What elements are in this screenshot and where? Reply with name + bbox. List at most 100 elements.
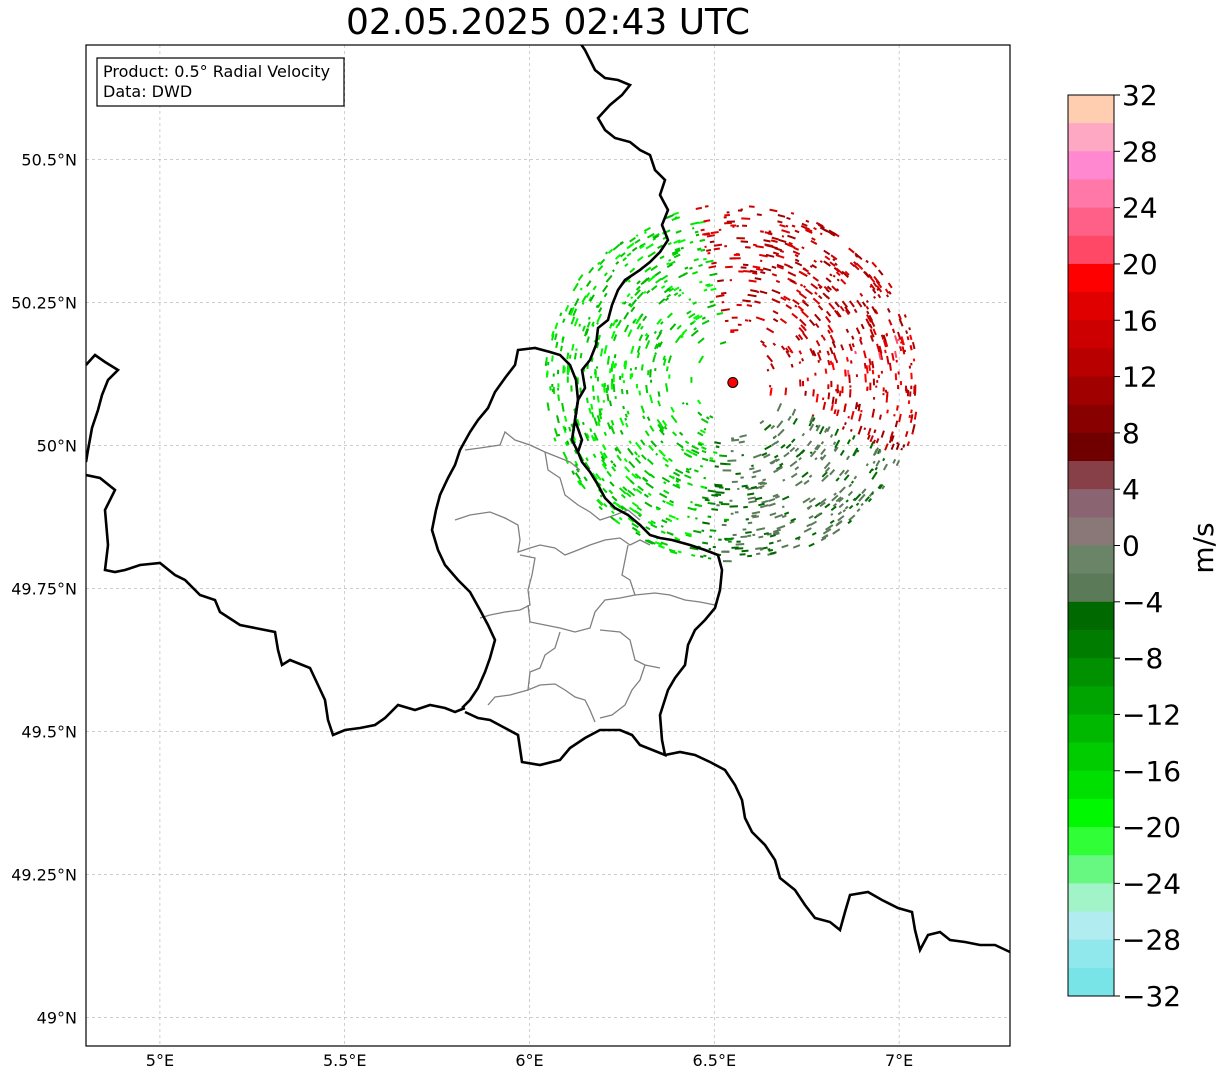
radar-echo (697, 442, 703, 447)
radar-echo (601, 463, 608, 470)
radar-echo (705, 259, 714, 264)
radar-echo (573, 449, 578, 455)
radar-echo (622, 405, 625, 410)
radar-echo (589, 294, 595, 303)
radar-echo (804, 288, 813, 296)
radar-echo (904, 430, 909, 438)
radar-echo (707, 557, 712, 560)
radar-echo (840, 278, 847, 285)
radar-echo (584, 432, 590, 442)
radar-echo (635, 234, 639, 237)
radar-echo (596, 415, 601, 423)
radar-echo (691, 448, 700, 455)
radar-echo (817, 359, 821, 363)
radar-echo (821, 474, 829, 483)
radar-echo (588, 266, 595, 274)
radar-echo (606, 470, 612, 478)
radar-echo (786, 216, 791, 220)
radar-echo (776, 265, 784, 270)
radar-echo (884, 349, 887, 354)
radar-echo (581, 302, 585, 305)
radar-echo (801, 432, 805, 437)
radar-echo (884, 443, 889, 451)
radar-echo (552, 373, 555, 377)
radar-echo (619, 429, 624, 435)
radar-echo (703, 476, 707, 480)
radar-echo (806, 377, 809, 382)
radar-echo (564, 441, 569, 447)
colorbar-tick-label: −16 (1122, 755, 1181, 788)
radar-echo (809, 520, 817, 526)
radar-echo (656, 318, 663, 325)
radar-echo (704, 245, 707, 248)
radar-echo (858, 413, 862, 422)
radar-echo (634, 457, 642, 465)
radar-echo (600, 455, 606, 462)
radar-echo (649, 394, 654, 404)
radar-echo (706, 283, 714, 288)
radar-echo (769, 387, 773, 396)
radar-echo (826, 350, 830, 356)
radar-echo (864, 496, 870, 502)
radar-echo (709, 240, 715, 244)
radar-echo (809, 265, 813, 268)
radar-echo (579, 287, 583, 291)
radar-echo (828, 229, 837, 236)
radar-echo (646, 416, 651, 422)
radar-echo (692, 301, 698, 305)
colorbar-segment (1068, 179, 1114, 209)
radar-echo (836, 278, 840, 282)
radar-echo (871, 468, 875, 472)
radar-echo (894, 373, 898, 381)
radar-echo (720, 462, 728, 466)
radar-echo (815, 512, 822, 517)
radar-echo (829, 469, 836, 476)
radar-echo (670, 406, 675, 413)
radar-echo (718, 538, 722, 541)
radar-echo (599, 258, 606, 266)
radar-echo (724, 488, 731, 491)
colorbar-segment (1068, 629, 1114, 659)
radar-echo (792, 417, 798, 425)
radar-echo (855, 374, 859, 377)
radar-echo (721, 301, 725, 304)
radar-echo (568, 426, 572, 432)
radar-echo (619, 375, 622, 380)
radar-echo (752, 515, 760, 519)
radar-echo (756, 290, 760, 294)
radar-echo (783, 295, 791, 301)
radar-echo (644, 266, 652, 273)
radar-echo (624, 413, 628, 418)
radar-echo (785, 443, 792, 450)
radar-echo (830, 254, 838, 261)
radar-echo (628, 506, 637, 513)
radar-echo (563, 415, 568, 422)
radar-echo (610, 510, 615, 515)
radar-echo (689, 240, 694, 244)
radar-echo (878, 352, 882, 360)
radar-echo (666, 312, 673, 319)
radar-echo (577, 274, 584, 282)
radar-echo (599, 494, 603, 498)
radar-echo (551, 383, 554, 387)
radar-echo (703, 554, 707, 558)
radar-echo (646, 289, 651, 294)
radar-echo (668, 514, 676, 519)
radar-echo (700, 485, 706, 489)
radar-echo (572, 282, 579, 292)
radar-echo (813, 259, 817, 263)
radar-echo (551, 333, 555, 341)
radar-echo (629, 479, 635, 485)
radar-echo (821, 471, 828, 478)
radar-echo (790, 279, 796, 284)
radar-echo (868, 358, 872, 366)
radar-echo (570, 385, 573, 392)
radar-echo (563, 426, 567, 431)
radar-echo (627, 329, 633, 338)
radar-echo (653, 330, 657, 335)
radar-echo (763, 453, 771, 459)
radar-echo (800, 324, 807, 332)
radar-echo (662, 355, 666, 361)
radar-echo (829, 519, 835, 525)
radar-echo (724, 245, 727, 248)
